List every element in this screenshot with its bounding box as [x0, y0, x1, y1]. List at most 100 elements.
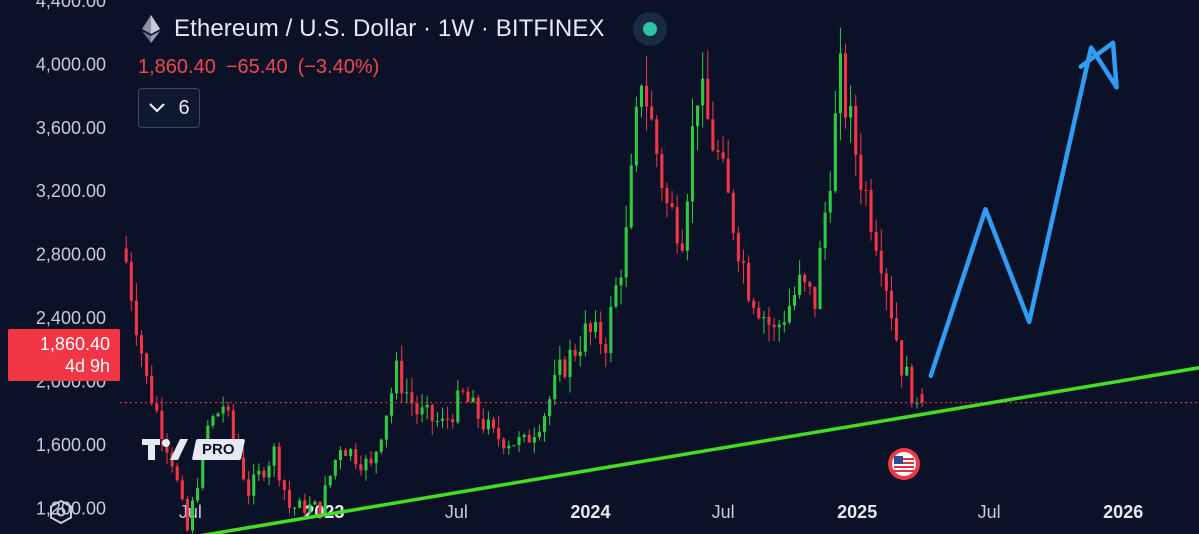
candle-body [471, 397, 475, 403]
candle-body [532, 437, 536, 443]
candle-body [293, 507, 297, 509]
candle-body [655, 119, 659, 155]
y-tick-label: 3,200.00 [36, 181, 106, 201]
candle-body [573, 349, 577, 356]
candle-body [828, 191, 832, 213]
candle-body [287, 489, 291, 509]
candle-body [150, 375, 154, 404]
candle-body [859, 154, 863, 190]
y-tick-label: 2,800.00 [36, 245, 106, 265]
candle-body [558, 359, 562, 375]
price-change: −65.40 [225, 56, 288, 78]
candle-body [905, 366, 909, 376]
market-open-dot-icon [642, 22, 657, 36]
candle-body [808, 282, 812, 287]
candle-body [226, 406, 230, 411]
candle-body [313, 501, 317, 505]
candle-body [762, 316, 766, 319]
candle-body [435, 420, 439, 422]
candle-body [838, 53, 842, 114]
candle-body [874, 231, 878, 251]
candle-body [915, 402, 919, 404]
ethereum-logo-icon [142, 15, 160, 43]
indicators-count: 6 [178, 96, 190, 119]
candle-body [134, 300, 138, 336]
candle-body [660, 154, 664, 189]
candle-body [364, 458, 368, 471]
candle-body [257, 470, 261, 475]
candle-body [645, 85, 649, 107]
current-price-value: 1,860.40 [39, 334, 110, 354]
y-tick-label: 3,600.00 [36, 118, 106, 138]
candle-body [706, 78, 710, 120]
candle-body [267, 465, 271, 478]
candle-body [491, 419, 496, 429]
candle-body [604, 344, 608, 353]
candle-body [716, 150, 720, 153]
candle-body [548, 399, 552, 417]
x-tick-label: 2026 [1103, 502, 1143, 522]
candle-body [823, 212, 827, 248]
candle-body [767, 316, 771, 325]
x-tick-label: Jul [179, 502, 202, 522]
candle-body [369, 458, 373, 464]
x-tick-label: 2025 [837, 502, 877, 522]
last-price: 1,860.40 [138, 56, 216, 78]
candle-body [818, 247, 822, 309]
candle-body [507, 445, 511, 449]
candle-body [568, 349, 572, 378]
candle-body [486, 419, 490, 430]
candle-body [252, 474, 256, 496]
candle-body [333, 459, 337, 476]
candle-body [650, 106, 654, 120]
candle-body [854, 105, 858, 155]
settings-hexagon-icon[interactable] [48, 499, 74, 525]
candle-body [619, 277, 623, 286]
candle-body [415, 403, 419, 415]
candle-body [777, 324, 781, 328]
candle-body [303, 500, 307, 514]
candle-body [389, 393, 394, 416]
tradingview-mark-icon [142, 439, 188, 460]
candle-body [563, 359, 567, 378]
indicators-toggle-button[interactable]: 6 [138, 88, 200, 128]
market-status [632, 12, 667, 46]
symbol-header: Ethereum / U.S. Dollar · 1W · BITFINEX [138, 12, 667, 46]
candle-body [537, 431, 541, 438]
candle-body [201, 445, 205, 488]
price-change-percent: (−3.40%) [297, 56, 380, 78]
tradingview-logo[interactable]: PRO [140, 436, 245, 462]
candle-body [247, 479, 251, 496]
y-tick-label: 4,400.00 [36, 0, 106, 11]
candle-body [155, 403, 159, 411]
candle-body [395, 360, 399, 394]
candle-body [920, 393, 924, 403]
candle-body [639, 85, 643, 107]
candle-body [400, 360, 404, 394]
candle-body [736, 232, 740, 262]
candle-body [262, 470, 266, 478]
candle-body [675, 207, 679, 244]
candle-body [889, 290, 893, 319]
candle-body [747, 262, 751, 301]
candle-body [221, 406, 225, 414]
candle-body [241, 457, 246, 480]
projection-path [928, 40, 1119, 378]
candle-body [420, 407, 424, 415]
candle-body [813, 286, 817, 309]
candle-body [160, 410, 164, 439]
us-economic-event-icon[interactable] [884, 447, 924, 481]
candle-body [726, 158, 730, 193]
candle-body [685, 201, 689, 251]
candle-body [216, 413, 220, 417]
symbol-title[interactable]: Ethereum / U.S. Dollar · 1W · BITFINEX [174, 15, 605, 42]
candle-body [323, 485, 327, 515]
candle-body [384, 415, 388, 440]
candle-body [476, 397, 480, 419]
candle-body [792, 294, 797, 306]
candle-body [124, 248, 128, 262]
candle-body [196, 487, 200, 501]
x-tick-label: 2024 [570, 502, 610, 522]
